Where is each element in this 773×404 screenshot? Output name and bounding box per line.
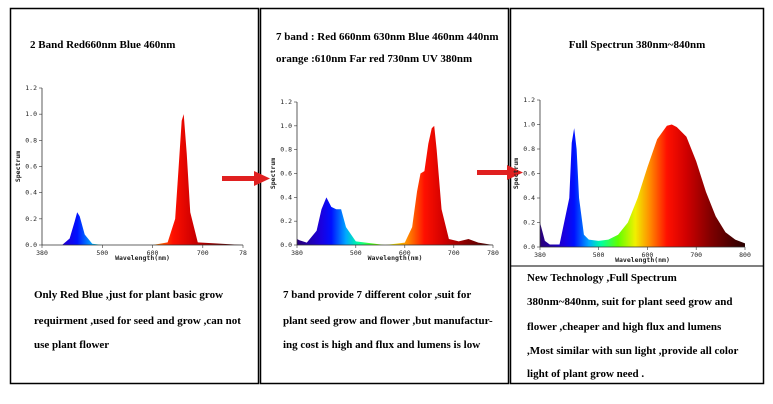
y-axis-label: Spectrum — [269, 158, 277, 189]
x-tick-label: 600 — [399, 249, 411, 257]
panel-description: ,Most similar with sun light ,provide al… — [527, 345, 738, 357]
y-tick-label: 0.8 — [280, 146, 292, 154]
x-tick-label: 700 — [448, 249, 460, 257]
panel-border — [509, 7, 765, 385]
y-tick-label: 1.2 — [523, 96, 535, 104]
panel-description: New Technology ,Full Spectrum — [527, 272, 677, 284]
spectrum-area — [297, 125, 493, 245]
panel-description: plant seed grow and flower ,but manufact… — [283, 315, 493, 327]
panel-description: ing cost is high and flux and lumens is … — [283, 339, 480, 351]
y-tick-label: 0.8 — [523, 145, 535, 153]
panel-description: requirment ,used for seed and grow ,can … — [34, 315, 241, 327]
y-tick-label: 0.6 — [523, 170, 535, 178]
x-tick-label: 600 — [642, 251, 654, 259]
panel-title: 2 Band Red660nm Blue 460nm — [30, 39, 175, 51]
panel-border — [9, 7, 260, 385]
panel-title: 7 band : Red 660nm 630nm Blue 460nm 440n… — [276, 31, 498, 43]
y-axis-label: Spectrum — [512, 158, 520, 189]
x-tick-label: 600 — [147, 249, 159, 257]
y-tick-label: 0.2 — [523, 219, 535, 227]
panel-description: flower ,cheaper and high flux and lumens — [527, 321, 722, 333]
x-tick-label: 700 — [197, 249, 209, 257]
y-tick-label: 0.0 — [280, 241, 292, 249]
x-tick-label: 500 — [96, 249, 108, 257]
x-axis-label: Wavelength(nm) — [615, 256, 670, 264]
y-tick-label: 1.2 — [280, 98, 292, 106]
x-tick-label: 380 — [291, 249, 303, 257]
y-tick-label: 0.0 — [523, 243, 535, 251]
x-axis-label: Wavelength(nm) — [115, 254, 170, 262]
y-axis-label: Spectrum — [14, 151, 22, 182]
x-tick-label: 500 — [350, 249, 362, 257]
arrow — [222, 171, 270, 186]
y-tick-label: 0.6 — [25, 163, 37, 171]
y-tick-label: 0.2 — [25, 215, 37, 223]
y-tick-label: 1.0 — [280, 122, 292, 130]
y-tick-label: 0.2 — [280, 217, 292, 225]
panel-border — [259, 7, 510, 385]
y-tick-label: 0.4 — [25, 189, 37, 197]
x-tick-label: 78 — [239, 249, 247, 257]
y-tick-label: 0.8 — [25, 136, 37, 144]
x-tick-label: 380 — [534, 251, 546, 259]
y-tick-label: 0.4 — [523, 194, 535, 202]
panel-title: Full Spectrun 380nm~840nm — [569, 39, 706, 51]
spectrum-area — [540, 124, 745, 247]
panel-description: 380nm~840nm, suit for plant seed grow an… — [527, 296, 732, 308]
x-tick-label: 700 — [690, 251, 702, 259]
panel-description: use plant flower — [34, 339, 109, 351]
x-tick-label: 780 — [487, 249, 499, 257]
x-axis-label: Wavelength(nm) — [368, 254, 423, 262]
x-tick-label: 500 — [593, 251, 605, 259]
y-tick-label: 0.4 — [280, 193, 292, 201]
y-tick-label: 1.0 — [523, 121, 535, 129]
y-tick-label: 1.2 — [25, 84, 37, 92]
panel-description: light of plant grow need . — [527, 368, 644, 380]
panel-description: 7 band provide 7 different color ,suit f… — [283, 289, 471, 301]
panel-description: Only Red Blue ,just for plant basic grow — [34, 289, 223, 301]
x-tick-label: 800 — [739, 251, 751, 259]
x-tick-label: 380 — [36, 249, 48, 257]
y-tick-label: 0.6 — [280, 170, 292, 178]
y-tick-label: 1.0 — [25, 110, 37, 118]
arrow — [477, 165, 523, 180]
panel-title: orange :610nm Far red 730nm UV 380nm — [276, 53, 472, 65]
y-tick-label: 0.0 — [25, 241, 37, 249]
spectrum-area — [42, 114, 243, 246]
